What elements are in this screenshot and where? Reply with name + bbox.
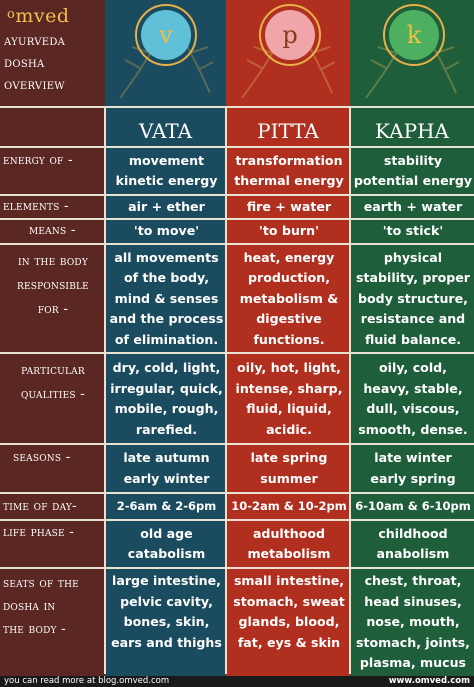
- divider: [0, 519, 474, 521]
- footer-site-link[interactable]: www.omved.com: [388, 676, 470, 686]
- pitta-emblem-ring: [259, 4, 321, 66]
- divider: [0, 492, 474, 494]
- cell-pitta-means: 'to burn': [259, 223, 319, 239]
- footer-blog-link[interactable]: you can read more at blog.omved.com: [4, 676, 170, 686]
- cell-vata-seats: large intestine, pelvic cavity, bones, ski…: [111, 573, 222, 650]
- pitta-emblem: p: [265, 10, 315, 60]
- cell-vata-energy: movement kinetic energy: [115, 152, 218, 189]
- divider: [349, 108, 351, 674]
- vata-column: [105, 0, 226, 678]
- divider: [0, 218, 474, 220]
- row-label-qualities: particular qualities -: [20, 362, 86, 402]
- cell-pitta-time: 10-2am & 10-2pm: [231, 499, 347, 514]
- row-label-seats: seats of the dosha in the body -: [3, 575, 79, 637]
- cell-kapha-seasons: late winter early spring: [370, 450, 456, 486]
- omved-logo: omved: [7, 5, 70, 27]
- vata-heading: vata: [138, 111, 193, 145]
- divider: [0, 106, 474, 108]
- cell-pitta-seats: small intestine, stomach, sweat glands, bl…: [233, 573, 345, 650]
- divider: [0, 443, 474, 445]
- page-title: ayurveda dosha overview: [4, 33, 66, 93]
- cell-vata-seasons: late autumn early winter: [123, 450, 210, 486]
- cell-kapha-life: childhood anabolism: [376, 525, 450, 562]
- cell-pitta-qualities: oily, hot, light, intense, sharp, fluid, l…: [235, 360, 343, 437]
- row-label-life-phase: life phase -: [3, 524, 75, 540]
- divider: [104, 108, 106, 674]
- cell-kapha-time: 6-10am & 6-10pm: [355, 499, 471, 514]
- divider: [0, 243, 474, 245]
- cell-kapha-elements: earth + water: [363, 198, 463, 214]
- cell-vata-responsible: all movements of the body, mind & senses an…: [109, 249, 224, 347]
- row-label-time: time of day-: [3, 498, 77, 514]
- cell-vata-life: old age catabolism: [127, 525, 206, 562]
- divider: [0, 567, 474, 569]
- cell-kapha-qualities: oily, cold, heavy, stable, dull, viscous, s…: [358, 360, 468, 437]
- divider: [225, 108, 227, 674]
- cell-pitta-responsible: heat, energy production, metabolism & diges…: [239, 249, 339, 347]
- footer-bar: [0, 676, 474, 687]
- cell-vata-means: 'to move': [133, 223, 200, 239]
- cell-pitta-seasons: late spring summer: [250, 450, 328, 486]
- kapha-heading: kapha: [375, 111, 449, 145]
- pitta-heading: pitta: [257, 111, 319, 145]
- cell-kapha-energy: stability potential energy: [353, 152, 473, 189]
- row-label-seasons: seasons -: [13, 449, 71, 465]
- cell-vata-qualities: dry, cold, light, irregular, quick, mobile…: [110, 360, 223, 437]
- row-label-responsible: in the body responsible for -: [17, 253, 89, 317]
- divider: [0, 194, 474, 196]
- label-column: [0, 0, 105, 678]
- row-label-means: means -: [29, 222, 76, 238]
- pitta-column: [226, 0, 350, 678]
- cell-kapha-seats: chest, throat, head sinuses, nose, mouth, s…: [356, 573, 470, 670]
- cell-pitta-life: adulthood metabolism: [247, 525, 331, 562]
- row-label-elements: elements -: [3, 198, 69, 214]
- cell-pitta-energy: transformation thermal energy: [234, 152, 344, 189]
- kapha-emblem-ring: [383, 4, 445, 66]
- cell-pitta-elements: fire + water: [246, 198, 332, 214]
- divider: [0, 146, 474, 148]
- cell-vata-elements: air + ether: [128, 198, 205, 214]
- cell-kapha-means: 'to stick': [382, 223, 444, 239]
- vata-emblem-ring: [135, 4, 197, 66]
- kapha-column: [350, 0, 474, 678]
- cell-vata-time: 2-6am & 2-6pm: [116, 499, 217, 514]
- vata-emblem: v: [141, 10, 191, 60]
- row-label-energy: energy of -: [3, 152, 73, 168]
- cell-kapha-responsible: physical stability, proper body structure,…: [355, 249, 471, 347]
- kapha-emblem: k: [389, 10, 439, 60]
- divider: [0, 352, 474, 354]
